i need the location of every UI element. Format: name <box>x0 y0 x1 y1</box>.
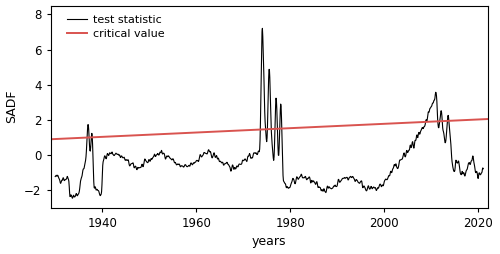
test statistic <box>464 167 470 170</box>
Y-axis label: SADF: SADF <box>6 90 18 123</box>
test statistic <box>73 192 79 195</box>
test statistic <box>230 164 236 167</box>
Legend: test statistic, critical value: test statistic, critical value <box>65 13 166 41</box>
test statistic <box>86 123 91 126</box>
test statistic <box>480 167 486 170</box>
Line: test statistic: test statistic <box>55 28 483 198</box>
test statistic <box>52 175 58 178</box>
test statistic <box>382 179 388 182</box>
test statistic <box>70 197 75 200</box>
X-axis label: years: years <box>252 235 286 248</box>
test statistic <box>260 27 266 30</box>
test statistic <box>161 152 167 155</box>
